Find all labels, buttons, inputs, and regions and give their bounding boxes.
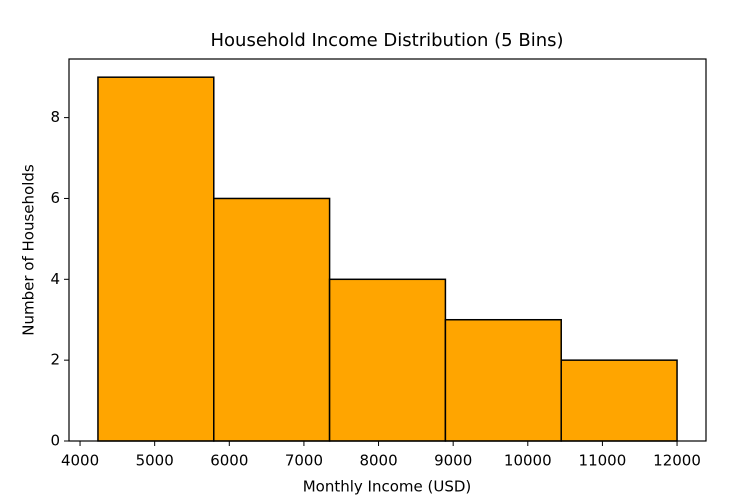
y-axis-label: Number of Households — [20, 164, 38, 336]
x-tick-label: 5000 — [136, 452, 174, 470]
chart-title: Household Income Distribution (5 Bins) — [210, 30, 563, 51]
y-tick-label: 8 — [50, 108, 60, 126]
bar — [213, 197, 331, 442]
x-tick-label: 4000 — [61, 452, 99, 470]
y-tick-label: 6 — [50, 189, 60, 207]
x-axis-label: Monthly Income (USD) — [303, 478, 472, 496]
plot-frame — [68, 58, 707, 442]
x-tick-label: 6000 — [210, 452, 248, 470]
x-tick-label: 8000 — [359, 452, 397, 470]
bar — [560, 359, 678, 442]
x-tick-label: 10000 — [504, 452, 552, 470]
y-tick-label: 2 — [50, 351, 60, 369]
x-tick-label: 7000 — [285, 452, 323, 470]
x-tick-label: 9000 — [434, 452, 472, 470]
y-tick-label: 0 — [50, 432, 60, 450]
bar — [444, 318, 562, 442]
x-tick-label: 11000 — [579, 452, 627, 470]
y-tick-label: 4 — [50, 270, 60, 288]
x-tick-label: 12000 — [653, 452, 701, 470]
bar — [97, 76, 215, 442]
bar — [328, 278, 447, 442]
